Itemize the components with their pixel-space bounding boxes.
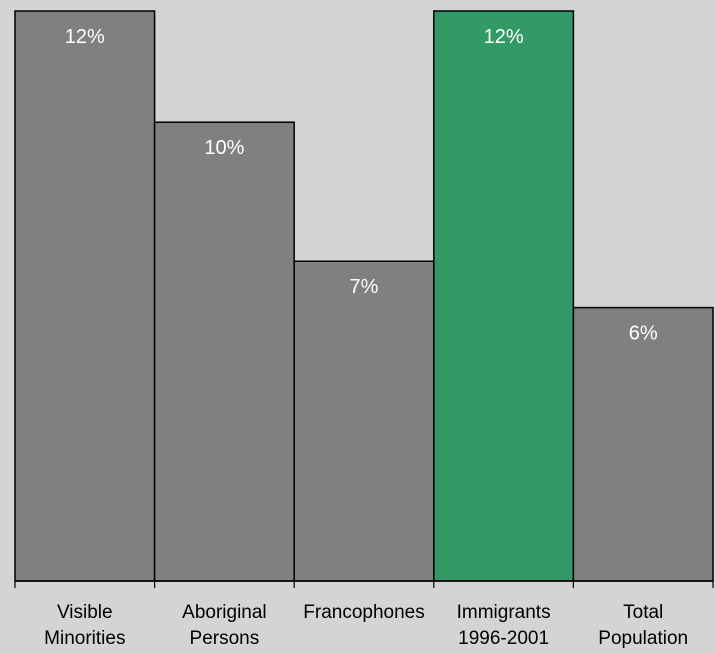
data-label-0: 12% [65, 26, 105, 48]
bar-0 [14, 10, 156, 582]
bar-3 [433, 10, 575, 582]
data-labels-group: 12% 10% 7% 12% 6% [65, 26, 658, 345]
x-axis-tick-labels: Visible Minorities Aboriginal Persons Franco… [44, 602, 688, 649]
tick-label-4-0: Total [623, 602, 663, 623]
tick-label-1-1: Persons [190, 628, 260, 649]
tick-label-4-1: Population [598, 628, 688, 649]
x-axis-ticks [14, 581, 714, 588]
tick-label-3-1: 1996-2001 [458, 628, 549, 649]
bar-4 [572, 306, 714, 582]
bar-1 [153, 121, 295, 582]
data-label-3: 12% [484, 26, 524, 48]
tick-label-3-0: Immigrants [457, 602, 551, 623]
data-label-2: 7% [350, 276, 379, 298]
tick-label-2-0: Francophones [303, 602, 424, 623]
tick-label-1-0: Aboriginal [182, 602, 267, 623]
bar-2 [293, 260, 435, 582]
bars-group [14, 10, 714, 582]
tick-label-0-1: Minorities [44, 628, 125, 649]
data-label-4: 6% [629, 323, 658, 345]
tick-label-0-0: Visible [57, 602, 113, 623]
data-label-1: 10% [204, 137, 244, 159]
